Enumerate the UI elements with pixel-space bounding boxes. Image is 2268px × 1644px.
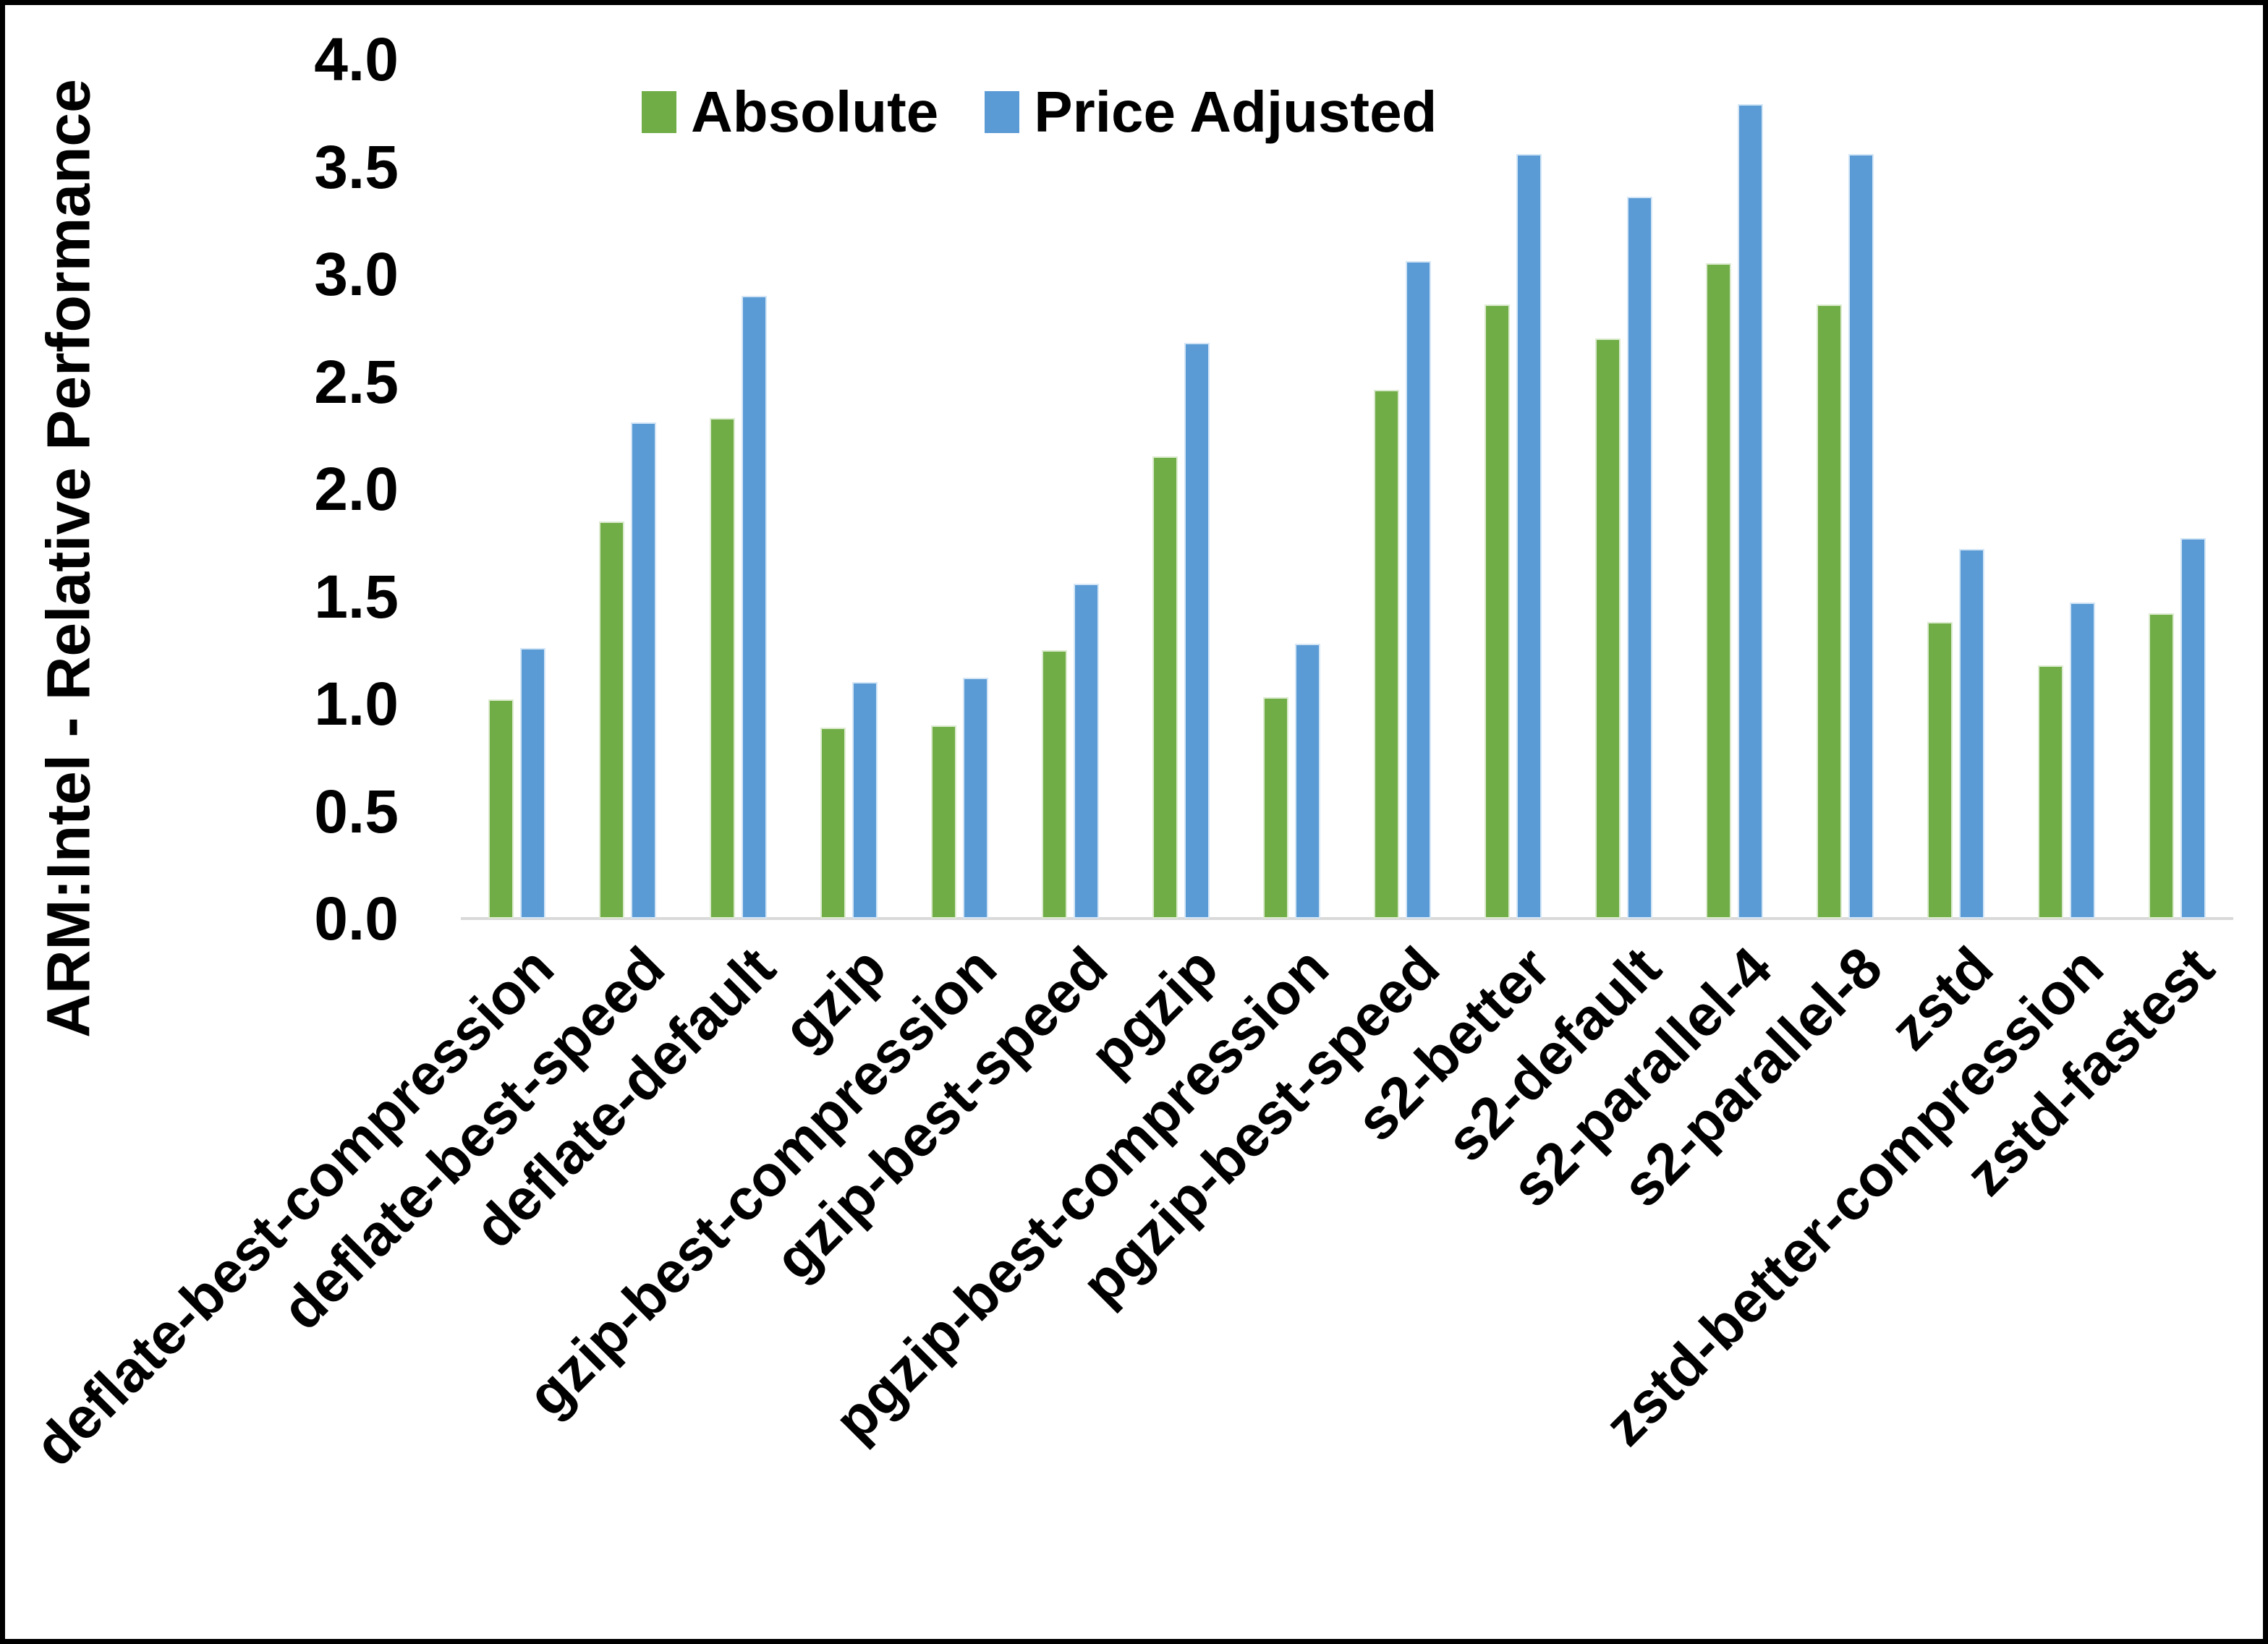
bar-pgzip-absolute bbox=[1152, 456, 1178, 919]
legend-label-absolute: Absolute bbox=[691, 80, 939, 144]
bar-gzip-best-speed-price-adjusted bbox=[1074, 584, 1099, 919]
bar-deflate-best-compression-absolute bbox=[488, 699, 514, 919]
y-tick-label: 2.0 bbox=[314, 455, 399, 523]
bar-gzip-best-speed-absolute bbox=[1042, 650, 1067, 919]
y-tick-label: 1.0 bbox=[314, 670, 399, 738]
legend: Absolute Price Adjusted bbox=[642, 83, 1437, 141]
y-tick-label: 3.5 bbox=[314, 132, 399, 201]
bar-gzip-price-adjusted bbox=[852, 682, 878, 919]
bar-zstd-fastest-absolute bbox=[2149, 613, 2174, 919]
legend-item-absolute: Absolute bbox=[642, 83, 938, 141]
legend-swatch-price-adjusted bbox=[985, 91, 1020, 133]
bar-gzip-absolute bbox=[820, 728, 846, 919]
bar-s2-default-absolute bbox=[1595, 338, 1621, 919]
y-tick-label: 4.0 bbox=[314, 25, 399, 93]
legend-item-price-adjusted: Price Adjusted bbox=[985, 83, 1437, 141]
bar-pgzip-best-speed-absolute bbox=[1374, 390, 1399, 919]
y-tick-label: 0.5 bbox=[314, 777, 399, 846]
y-tick-label: 2.5 bbox=[314, 347, 399, 416]
bar-pgzip-best-compression-absolute bbox=[1263, 697, 1288, 919]
y-axis-title: ARM:Intel - Relative Performance bbox=[34, 79, 103, 1038]
bar-deflate-best-speed-price-adjusted bbox=[631, 422, 656, 919]
legend-label-price-adjusted: Price Adjusted bbox=[1034, 80, 1437, 144]
bar-gzip-best-compression-price-adjusted bbox=[963, 678, 988, 919]
bar-s2-better-absolute bbox=[1485, 304, 1510, 919]
legend-swatch-absolute bbox=[642, 91, 676, 133]
bar-s2-default-price-adjusted bbox=[1627, 197, 1652, 919]
bar-zstd-fastest-price-adjusted bbox=[2180, 538, 2206, 919]
x-axis-line bbox=[461, 917, 2233, 920]
bar-s2-parallel-4-price-adjusted bbox=[1738, 104, 1763, 919]
bar-s2-parallel-8-price-adjusted bbox=[1848, 154, 1874, 919]
y-tick-label: 3.0 bbox=[314, 240, 399, 308]
y-tick-label: 0.0 bbox=[314, 885, 399, 953]
bar-zstd-absolute bbox=[1927, 622, 1953, 919]
bar-deflate-best-speed-absolute bbox=[599, 521, 624, 919]
bar-s2-parallel-8-absolute bbox=[1817, 304, 1842, 919]
bar-deflate-best-compression-price-adjusted bbox=[520, 648, 545, 919]
bar-pgzip-price-adjusted bbox=[1184, 343, 1210, 919]
bar-zstd-better-compression-price-adjusted bbox=[2070, 602, 2095, 919]
bar-gzip-best-compression-absolute bbox=[931, 725, 956, 919]
bar-pgzip-best-speed-price-adjusted bbox=[1406, 261, 1431, 919]
y-tick-label: 1.5 bbox=[314, 562, 399, 631]
bar-s2-parallel-4-absolute bbox=[1706, 263, 1731, 919]
bar-zstd-better-compression-absolute bbox=[2038, 665, 2063, 919]
bar-zstd-price-adjusted bbox=[1959, 549, 1984, 919]
bar-deflate-default-absolute bbox=[710, 418, 735, 919]
bar-s2-better-price-adjusted bbox=[1516, 154, 1542, 919]
bar-pgzip-best-compression-price-adjusted bbox=[1295, 644, 1320, 919]
bar-deflate-default-price-adjusted bbox=[742, 296, 767, 919]
